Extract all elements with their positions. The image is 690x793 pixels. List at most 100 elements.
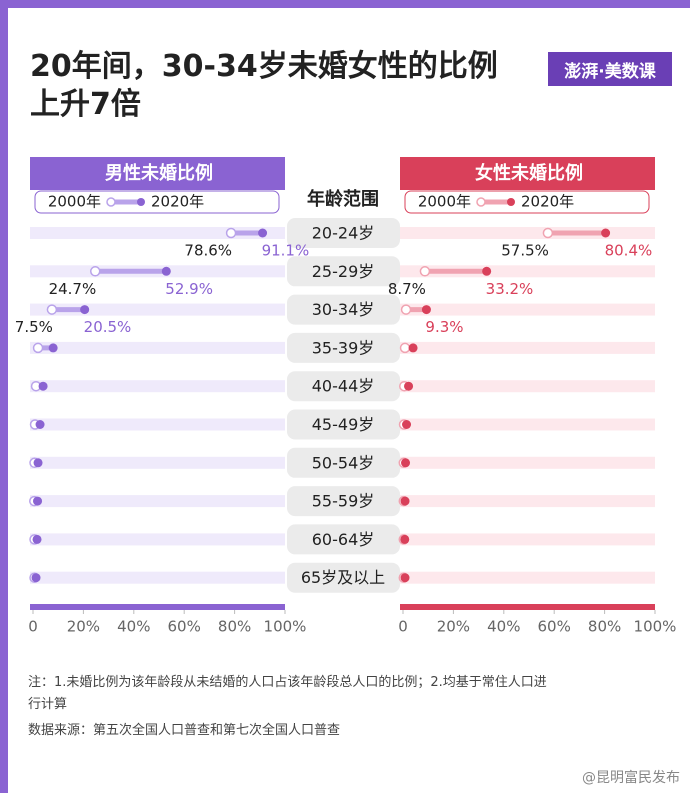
- value-label: 78.6%: [184, 242, 232, 260]
- dot-2020: [258, 228, 268, 238]
- x-tick-label: 80%: [588, 618, 621, 636]
- dot-2000: [32, 342, 44, 354]
- category-pill: [287, 524, 400, 555]
- legend-box: [34, 190, 280, 214]
- row-band: [400, 227, 655, 239]
- chart: 年龄范围 20-24岁 25-29岁 30-34岁 35-39岁 40-44岁 45-49岁…: [15, 157, 677, 636]
- dot-2020: [400, 573, 410, 583]
- row-band: [400, 533, 655, 546]
- row-band: [30, 533, 285, 546]
- value-label: 9.3%: [425, 318, 463, 336]
- x-tick-label: 100%: [264, 618, 307, 636]
- x-tick-label: 60%: [538, 618, 571, 636]
- row-band: [400, 571, 655, 584]
- legend-label: 2000年: [418, 193, 471, 211]
- x-tick-label: 80%: [218, 618, 251, 636]
- left-border: [0, 0, 8, 793]
- row-band: [30, 418, 285, 431]
- axis-bar: [30, 604, 285, 610]
- panel-title: 女性未婚比例: [475, 162, 583, 184]
- value-label: 20.5%: [84, 318, 132, 336]
- category-pill: [287, 409, 400, 440]
- dot-2020: [401, 458, 411, 468]
- dot-2000: [225, 227, 237, 239]
- axis-bar: [400, 604, 655, 610]
- dot-2000: [89, 266, 101, 277]
- category-label: 65岁及以上: [301, 568, 385, 587]
- x-tick-label: 60%: [168, 618, 201, 636]
- x-tick-label: 20%: [67, 618, 100, 636]
- category-pill: [287, 332, 400, 363]
- dot-2000: [400, 304, 412, 315]
- dot-2000: [419, 266, 431, 277]
- panel-header: [30, 157, 285, 190]
- value-label: 57.5%: [501, 242, 549, 260]
- category-label: 55-59岁: [312, 492, 375, 511]
- row-band: [400, 341, 655, 354]
- category-label: 30-34岁: [312, 300, 375, 319]
- dot-2000: [542, 227, 554, 239]
- row-band: [30, 571, 285, 584]
- x-tick-label: 0: [398, 618, 408, 636]
- row-band: [400, 380, 655, 393]
- x-tick-label: 40%: [487, 618, 520, 636]
- dot-2020: [404, 381, 414, 391]
- category-pill: [287, 218, 400, 248]
- category-pill: [287, 562, 400, 593]
- category-pill: [287, 447, 400, 478]
- row-band: [400, 303, 655, 316]
- legend-label: 2000年: [48, 193, 101, 211]
- dot-2020: [38, 381, 48, 391]
- category-label: 40-44岁: [312, 377, 375, 396]
- value-label: 24.7%: [49, 280, 97, 298]
- row-band: [400, 495, 655, 508]
- row-band: [30, 227, 285, 239]
- category-pill: [287, 486, 400, 517]
- category-label: 50-54岁: [312, 453, 375, 472]
- dot-2020: [408, 343, 418, 353]
- dot-2020: [80, 305, 90, 315]
- row-band: [30, 380, 285, 393]
- category-label: 45-49岁: [312, 415, 375, 434]
- legend-dot: [137, 198, 145, 206]
- legend-label: 2020年: [521, 193, 574, 211]
- source: 数据来源：第五次全国人口普查和第七次全国人口普查: [28, 723, 341, 738]
- dot-2020: [35, 420, 45, 429]
- dot-2020: [421, 305, 431, 315]
- x-tick-label: 100%: [634, 618, 677, 636]
- x-tick-label: 0: [28, 618, 38, 636]
- legend-dot: [507, 198, 515, 206]
- row-band: [30, 303, 285, 316]
- value-label: 7.5%: [15, 318, 53, 336]
- x-tick-label: 20%: [437, 618, 470, 636]
- category-pill: [287, 294, 400, 325]
- dot-2020: [400, 534, 410, 544]
- category-pill: [287, 371, 400, 402]
- x-tick-label: 40%: [117, 618, 150, 636]
- row-band: [30, 495, 285, 508]
- logo: 澎湃·美数课: [548, 52, 672, 86]
- dot-2020: [601, 228, 611, 238]
- category-label: 20-24岁: [312, 224, 375, 243]
- row-band: [30, 456, 285, 469]
- value-label: 91.1%: [262, 242, 310, 260]
- title: 20年间，30-34岁未婚女性的比例上升7倍: [30, 49, 498, 122]
- value-label: 52.9%: [165, 280, 213, 298]
- dot-2020: [402, 420, 412, 429]
- watermark: @昆明富民发布: [582, 770, 680, 786]
- panel-title: 男性未婚比例: [105, 162, 213, 184]
- category-pill: [287, 256, 400, 287]
- value-label: 33.2%: [486, 280, 534, 298]
- dot-2020: [32, 534, 42, 544]
- dot-2020: [161, 266, 171, 276]
- dot-2020: [31, 573, 41, 583]
- row-band: [400, 265, 655, 278]
- legend-dot: [106, 197, 116, 207]
- row-band: [400, 418, 655, 431]
- dot-2020: [400, 496, 410, 506]
- dot-2020: [482, 266, 492, 276]
- legend-dot: [476, 197, 486, 207]
- category-label: 25-29岁: [312, 262, 375, 281]
- value-label: 80.4%: [605, 242, 653, 260]
